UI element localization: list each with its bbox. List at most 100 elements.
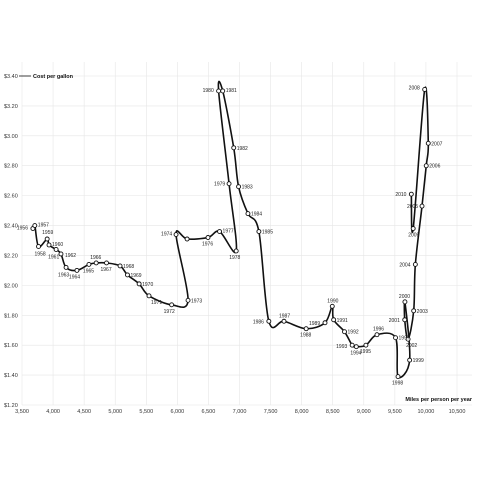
point-label: 1982: [237, 146, 248, 152]
y-tick-label: $2.40: [4, 224, 18, 230]
point-label: 2008: [409, 85, 420, 91]
data-point: [393, 335, 398, 341]
point-label: 1985: [262, 230, 273, 236]
point-label: 1990: [327, 298, 338, 304]
point-label: 1978: [229, 255, 240, 261]
data-point: [353, 344, 359, 350]
y-axis-ticks: $1.20 $1.40 $1.60 $1.80 $2.00 $2.20 $2.40 $2.60…: [4, 74, 18, 409]
data-point: [363, 342, 369, 348]
data-point: [32, 223, 38, 228]
point-label: 2003: [417, 309, 428, 315]
data-point: [233, 248, 239, 254]
point-label: 2004: [399, 262, 410, 268]
data-point: [266, 318, 272, 324]
data-point: [256, 229, 262, 234]
data-point: [419, 203, 425, 209]
x-tick-label: 10,000: [418, 409, 435, 415]
point-label: 1970: [142, 282, 153, 288]
data-point: [395, 374, 401, 380]
point-label: 1994: [350, 351, 361, 357]
point-label: 2005: [407, 204, 418, 210]
y-tick-label: $3.00: [4, 134, 18, 140]
x-tick-label: 6,500: [202, 409, 216, 415]
y-axis-title-group: Cost per gallon: [19, 74, 74, 80]
point-label: 1986: [253, 319, 264, 325]
point-label: 2006: [429, 164, 440, 170]
data-point: [46, 242, 52, 248]
data-point: [402, 299, 408, 305]
point-label: 1984: [251, 212, 262, 218]
data-point: [74, 267, 80, 273]
data-point: [423, 163, 429, 169]
data-point: [169, 302, 175, 308]
point-label: 1992: [348, 330, 359, 336]
point-label: 1971: [151, 300, 162, 306]
point-label: 1976: [202, 242, 213, 248]
point-label: 1995: [360, 349, 371, 355]
point-label: 1991: [337, 318, 348, 324]
point-label: 2010: [395, 192, 406, 198]
point-label: 1969: [130, 273, 141, 279]
point-label: 1961: [48, 254, 59, 260]
point-label: 1959: [42, 230, 53, 236]
point-label: 2000: [399, 294, 410, 300]
data-point: [216, 88, 222, 94]
x-tick-label: 4,500: [77, 409, 91, 415]
data-point: [331, 317, 337, 323]
point-label: 1996: [373, 327, 384, 333]
grid: [21, 62, 472, 406]
point-label: 1981: [226, 88, 237, 94]
data-point: [422, 87, 428, 92]
point-label: 1964: [69, 274, 80, 280]
y-tick-label: $3.40: [4, 74, 18, 80]
data-point: [36, 244, 41, 249]
point-label: 1974: [161, 232, 172, 238]
x-tick-label: 9,000: [357, 409, 371, 415]
point-label: 1957: [38, 223, 49, 229]
y-tick-label: $1.60: [4, 343, 18, 349]
point-label: 2002: [406, 343, 417, 349]
x-tick-label: 7,000: [233, 409, 247, 415]
data-point: [185, 297, 191, 303]
data-point: [405, 336, 411, 342]
point-label: 1997: [399, 336, 410, 342]
point-label: 1979: [214, 182, 225, 188]
point-label: 2007: [431, 141, 442, 147]
data-point: [146, 293, 152, 299]
y-tick-label: $1.40: [4, 373, 18, 379]
data-point: [184, 236, 190, 242]
point-label: 1988: [300, 333, 311, 339]
data-point: [349, 342, 355, 348]
data-point: [205, 235, 211, 240]
point-labels: 1956 1957 1958 1959 1960 1961 1962 1963 19641965…: [17, 85, 443, 386]
data-point: [342, 329, 347, 335]
point-label: 1960: [52, 242, 63, 248]
point-label: 1963: [58, 272, 69, 278]
point-label: 2001: [389, 318, 400, 324]
x-tick-label: 5,500: [139, 409, 153, 415]
x-tick-label: 4,000: [46, 409, 60, 415]
data-point: [44, 236, 50, 242]
data-point: [281, 318, 287, 324]
x-axis-title: Miles per person per year: [405, 397, 472, 403]
data-point: [425, 140, 431, 146]
x-tick-label: 9,500: [388, 409, 402, 415]
data-point: [231, 145, 237, 151]
data-point: [58, 251, 64, 257]
point-label: 1998: [392, 381, 403, 387]
data-point: [408, 191, 414, 197]
point-label: 1972: [164, 309, 175, 315]
data-point: [125, 272, 130, 278]
data-point: [63, 264, 69, 270]
data-point: [104, 260, 109, 266]
point-label: 1977: [223, 229, 234, 235]
data-point: [322, 320, 328, 326]
x-tick-label: 3,500: [15, 409, 29, 415]
point-label: 1989: [309, 321, 320, 327]
y-tick-label: $2.20: [4, 253, 18, 259]
x-tick-label: 10,500: [449, 409, 466, 415]
data-point: [53, 247, 59, 252]
data-point: [136, 281, 142, 287]
point-label: 2009: [408, 233, 419, 239]
